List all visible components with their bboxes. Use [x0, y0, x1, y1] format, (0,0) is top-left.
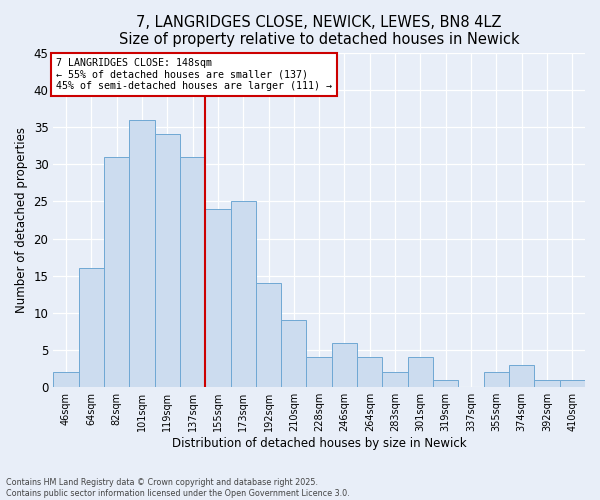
Text: Contains HM Land Registry data © Crown copyright and database right 2025.
Contai: Contains HM Land Registry data © Crown c…: [6, 478, 350, 498]
Bar: [79, 268, 104, 387]
Bar: [382, 372, 408, 387]
Bar: [129, 120, 155, 387]
Bar: [104, 157, 129, 387]
Bar: [53, 372, 79, 387]
Bar: [509, 365, 535, 387]
X-axis label: Distribution of detached houses by size in Newick: Distribution of detached houses by size …: [172, 437, 466, 450]
Bar: [281, 320, 307, 387]
Bar: [230, 202, 256, 387]
Bar: [433, 380, 458, 387]
Title: 7, LANGRIDGES CLOSE, NEWICK, LEWES, BN8 4LZ
Size of property relative to detache: 7, LANGRIDGES CLOSE, NEWICK, LEWES, BN8 …: [119, 15, 520, 48]
Bar: [155, 134, 180, 387]
Bar: [408, 358, 433, 387]
Bar: [205, 209, 230, 387]
Y-axis label: Number of detached properties: Number of detached properties: [15, 127, 28, 313]
Bar: [332, 342, 357, 387]
Bar: [256, 283, 281, 387]
Bar: [307, 358, 332, 387]
Bar: [560, 380, 585, 387]
Text: 7 LANGRIDGES CLOSE: 148sqm
← 55% of detached houses are smaller (137)
45% of sem: 7 LANGRIDGES CLOSE: 148sqm ← 55% of deta…: [56, 58, 332, 91]
Bar: [535, 380, 560, 387]
Bar: [484, 372, 509, 387]
Bar: [357, 358, 382, 387]
Bar: [180, 157, 205, 387]
